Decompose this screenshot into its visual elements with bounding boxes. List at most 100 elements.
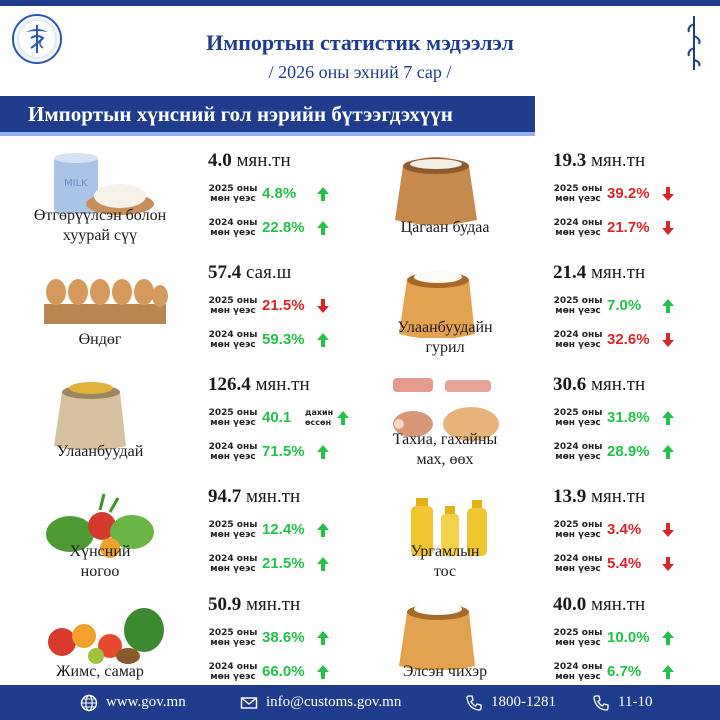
svg-text:MILK: MILK [64,178,88,189]
value-number: 40.0 [553,594,587,615]
footer-phone-2-text: 11-10 [618,694,653,710]
comparison-label-line1: 2025 оны [553,408,603,418]
change-percent: 7.0% [607,297,642,314]
product-name: Ургамлын тос [345,542,545,582]
comparison-row: 2025 оны мөн үеэс 10.0% [551,628,701,654]
comparison-label: 2025 оны мөн үеэс [551,184,605,204]
product-value: 21.4 мян.тн [553,262,645,284]
product-card: Улаанбуудай 126.4 мян.тн 2025 оны мөн үеэс 4… [0,374,350,484]
comparison-label: 2025 оны мөн үеэс [206,408,260,428]
product-name: Өтгөрүүлсэн болон хуурай сүү [0,206,200,246]
comparison-label: 2025 оны мөн үеэс [551,296,605,316]
comparison-label-line2: мөн үеэс [555,638,601,648]
arrow-up-icon [661,630,675,646]
product-name: Өндөг [0,330,200,350]
arrow-up-icon [661,664,675,680]
comparison-label: 2025 оны мөн үеэс [206,296,260,316]
comparison-label-line1: 2024 оны [553,218,603,228]
phone-icon [593,694,609,711]
footer-phone-1[interactable]: 1800-1281 [465,685,556,720]
globe-icon [80,694,98,711]
product-name-line1: Жимс, самар [56,663,144,680]
comparison-label-line1: 2024 оны [208,442,258,452]
comparison-label: 2025 оны мөн үеэс [206,184,260,204]
phone-icon [466,694,482,711]
change-percent: 39.2% [607,185,650,202]
comparison-label-line1: 2024 оны [553,662,603,672]
footer-phone-2[interactable]: 11-10 [592,685,652,720]
comparison-label: 2025 оны мөн үеэс [551,408,605,428]
comparison-label: 2025 оны мөн үеэс [551,520,605,540]
value-unit: сая.ш [246,262,292,283]
product-name-line1: Өндөг [78,331,122,348]
value-number: 94.7 [208,486,242,507]
comparison-label-line1: 2025 оны [208,296,258,306]
comparison-label-line2: мөн үеэс [210,194,256,204]
vegetables-icon [46,493,154,558]
product-name-line1: Улаанбуудайн [397,319,493,336]
comparison-label-line1: 2024 оны [553,330,603,340]
comparison-label-line1: 2024 оны [208,330,258,340]
arrow-up-icon [316,630,330,646]
change-percent: 6.7% [607,663,642,680]
arrow-down-icon [661,186,675,202]
comparison-row: 2024 оны мөн үеэс 66.0% [206,662,356,688]
product-value: 57.4 сая.ш [208,262,291,284]
change-percent: 59.3% [262,331,305,348]
arrow-up-icon [661,298,675,314]
comparison-label: 2024 оны мөн үеэс [206,662,260,682]
value-number: 19.3 [553,150,587,171]
change-percent: 12.4% [262,521,305,538]
mail-icon [240,696,258,709]
comparison-label-line2: мөн үеэс [210,452,256,462]
comparison-row: 2025 оны мөн үеэс 4.8% [206,184,356,210]
comparison-label-line1: 2025 оны [208,628,258,638]
product-card: Хүнсний ногоо 94.7 мян.тн 2025 оны мөн үеэс 1… [0,486,350,596]
change-note-line1: дахин [305,408,334,417]
comparison-label-line1: 2025 оны [553,184,603,194]
product-name-line2: мах, өөх [416,451,474,468]
footer-email[interactable]: info@customs.gov.mn [240,685,401,720]
wheat-sack-icon [54,382,126,450]
value-unit: мян.тн [591,150,646,171]
product-card: Цагаан будаа 19.3 мян.тн 2025 оны мөн үеэс 3… [345,150,695,260]
comparison-row: 2025 оны мөн үеэс 3.4% [551,520,701,546]
comparison-row: 2024 оны мөн үеэс 71.5% [206,442,356,468]
comparison-label-line2: мөн үеэс [210,638,256,648]
product-name: Хүнсний ногоо [0,542,200,582]
oil-bottles-icon [411,498,487,556]
comparison-label-line2: мөн үеэс [555,530,601,540]
comparison-row: 2025 оны мөн үеэс 21.5% [206,296,356,322]
change-percent: 22.8% [262,219,305,236]
comparison-label-line2: мөн үеэс [555,306,601,316]
sugar-sack-icon [399,603,475,670]
comparison-label: 2024 оны мөн үеэс [551,554,605,574]
comparison-label-line2: мөн үеэс [555,564,601,574]
value-unit: мян.тн [591,262,646,283]
comparison-row: 2025 оны мөн үеэс 7.0% [551,296,701,322]
arrow-up-icon [661,410,675,426]
comparison-label-line1: 2025 оны [553,296,603,306]
arrow-down-icon [661,332,675,348]
value-number: 30.6 [553,374,587,395]
comparison-label: 2024 оны мөн үеэс [551,330,605,350]
product-name: Элсэн чихэр [345,662,545,682]
arrow-down-icon [316,298,330,314]
footer-website[interactable]: www.gov.mn [80,685,186,720]
product-name-line1: Тахиа, гахайны [392,431,498,448]
product-value: 126.4 мян.тн [208,374,310,396]
product-value: 40.0 мян.тн [553,594,645,616]
footer: www.gov.mn info@customs.gov.mn 1800-1281… [0,685,720,720]
comparison-label-line1: 2025 оны [208,520,258,530]
comparison-label-line2: мөн үеэс [555,672,601,682]
comparison-row: 2024 оны мөн үеэс 22.8% [206,218,356,244]
comparison-label: 2025 оны мөн үеэс [551,628,605,648]
comparison-label-line1: 2025 оны [208,408,258,418]
comparison-label-line2: мөн үеэс [210,340,256,350]
arrow-up-icon [316,664,330,680]
comparison-label: 2024 оны мөн үеэс [551,442,605,462]
value-unit: мян.тн [236,150,291,171]
comparison-row: 2024 оны мөн үеэс 59.3% [206,330,356,356]
arrow-up-icon [316,556,330,572]
comparison-row: 2025 оны мөн үеэс 38.6% [206,628,356,654]
